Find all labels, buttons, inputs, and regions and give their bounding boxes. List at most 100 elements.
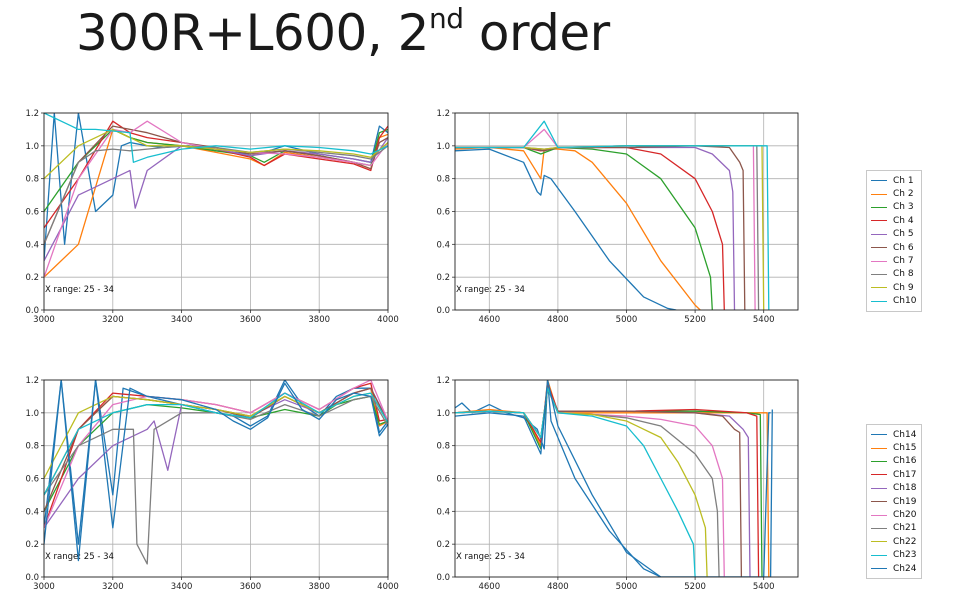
legend-label: Ch 5 xyxy=(893,229,914,240)
legend-item: Ch23 xyxy=(871,549,916,562)
x-tick-label: 5000 xyxy=(616,315,638,325)
series-group xyxy=(44,113,388,278)
x-tick-label: 3400 xyxy=(171,315,193,325)
legend-label: Ch20 xyxy=(893,510,917,521)
legend-item: Ch19 xyxy=(871,495,916,508)
legend-swatch xyxy=(871,287,887,289)
series-line-ch8 xyxy=(44,145,388,245)
legend-swatch xyxy=(871,300,887,302)
series-line-ch7 xyxy=(455,128,756,310)
slide-title-main: 300R+L600, 2 xyxy=(76,4,429,62)
series-line-ch22 xyxy=(44,392,388,479)
x-tick-label: 3000 xyxy=(33,315,55,325)
series-line-ch23 xyxy=(44,392,388,496)
y-tick-label: 1.2 xyxy=(436,376,450,386)
series-line-ch19 xyxy=(44,387,388,512)
y-tick-label: 0.2 xyxy=(436,540,450,550)
legend-label: Ch 1 xyxy=(893,175,914,186)
y-tick-label: 0.8 xyxy=(436,442,450,452)
legend-label: Ch 7 xyxy=(893,256,914,267)
series-line-ch24 xyxy=(455,380,771,577)
legend-item: Ch16 xyxy=(871,455,916,468)
series-line-ch4 xyxy=(44,120,388,229)
legend-item: Ch17 xyxy=(871,468,916,481)
x-tick-label: 3800 xyxy=(308,582,330,592)
series-line-ch2 xyxy=(455,146,701,310)
y-tick-label: 0.6 xyxy=(436,475,450,485)
x-tick-label: 4000 xyxy=(377,315,399,325)
series-line-ch6 xyxy=(455,145,746,310)
legend-swatch xyxy=(871,541,887,543)
series-line-ch21 xyxy=(44,395,388,565)
y-tick-label: 0.4 xyxy=(25,507,39,517)
y-tick-label: 0.0 xyxy=(436,573,450,583)
legend-item: Ch24 xyxy=(871,562,916,575)
plot-frame xyxy=(43,379,389,578)
plot-frame xyxy=(43,112,389,311)
chart-annotation: X range: 25 - 34 xyxy=(45,552,114,562)
legend-swatch xyxy=(871,260,887,262)
x-tick-label: 5000 xyxy=(616,582,638,592)
series-line-ch20 xyxy=(44,380,388,529)
y-tick-label: 0.8 xyxy=(25,175,39,185)
y-tick-label: 0.6 xyxy=(25,208,39,218)
legend-swatch xyxy=(871,460,887,462)
legend-label: Ch15 xyxy=(893,443,917,454)
y-tick-label: 0.0 xyxy=(436,306,450,316)
slide-title-end: order xyxy=(463,4,610,62)
legend-swatch xyxy=(871,568,887,570)
y-tick-label: 0.2 xyxy=(25,273,39,283)
y-tick-label: 0.8 xyxy=(436,175,450,185)
legend-bottom: Ch14 Ch15 Ch16 Ch17 Ch18 Ch19 Ch20 Ch21 Ch22 Ch23… xyxy=(866,424,923,580)
legend-label: Ch19 xyxy=(893,496,917,507)
y-tick-label: 1.0 xyxy=(25,409,39,419)
series-line-ch10 xyxy=(44,113,388,163)
legend-swatch xyxy=(871,273,887,275)
y-tick-label: 0.4 xyxy=(436,240,450,250)
legend-swatch xyxy=(871,514,887,516)
legend-label: Ch16 xyxy=(893,456,917,467)
legend-label: Ch21 xyxy=(893,523,917,534)
chart-top-left: 3000 3200 3400 3600 3800 4000 0.0 0.2 0.4 0.6 0.8 1… xyxy=(25,109,398,325)
x-tick-label: 4600 xyxy=(478,582,500,592)
y-tick-label: 1.0 xyxy=(436,409,450,419)
legend-label: Ch 8 xyxy=(893,269,914,280)
x-tick-label: 5400 xyxy=(753,582,775,592)
legend-label: Ch18 xyxy=(893,483,917,494)
series-line-ch9 xyxy=(44,128,388,180)
series-line-ch22 xyxy=(455,387,708,577)
legend-swatch xyxy=(871,447,887,449)
x-tick-label: 3400 xyxy=(171,582,193,592)
legend-label: Ch 3 xyxy=(893,202,914,213)
series-line-ch14 xyxy=(455,380,773,577)
legend-item: Ch 7 xyxy=(871,254,916,267)
y-tick-label: 0.4 xyxy=(436,507,450,517)
legend-label: Ch 9 xyxy=(893,282,914,293)
series-line-ch3 xyxy=(44,128,388,212)
legend-label: Ch23 xyxy=(893,550,917,561)
legend-item: Ch15 xyxy=(871,441,916,454)
legend-swatch xyxy=(871,206,887,208)
legend-item: Ch22 xyxy=(871,535,916,548)
legend-swatch xyxy=(871,220,887,222)
legend-swatch xyxy=(871,180,887,182)
chart-annotation: X range: 25 - 34 xyxy=(45,285,114,295)
legend-swatch xyxy=(871,193,887,195)
legend-item: Ch 3 xyxy=(871,201,916,214)
legend-item: Ch21 xyxy=(871,522,916,535)
y-tick-label: 0.0 xyxy=(25,573,39,583)
legend-label: Ch14 xyxy=(893,429,917,440)
y-tick-label: 1.2 xyxy=(25,109,39,119)
legend-item: Ch10 xyxy=(871,295,916,308)
y-tick-label: 1.0 xyxy=(436,142,450,152)
legend-item: Ch 4 xyxy=(871,214,916,227)
legend-swatch xyxy=(871,434,887,436)
series-group xyxy=(44,380,388,565)
y-tick-label: 1.2 xyxy=(436,109,450,119)
y-tick-label: 0.6 xyxy=(25,475,39,485)
legend-item: Ch20 xyxy=(871,508,916,521)
plot-frame xyxy=(454,112,799,311)
legend-label: Ch22 xyxy=(893,536,917,547)
y-tick-label: 0.8 xyxy=(25,442,39,452)
series-line-ch21 xyxy=(455,387,720,577)
